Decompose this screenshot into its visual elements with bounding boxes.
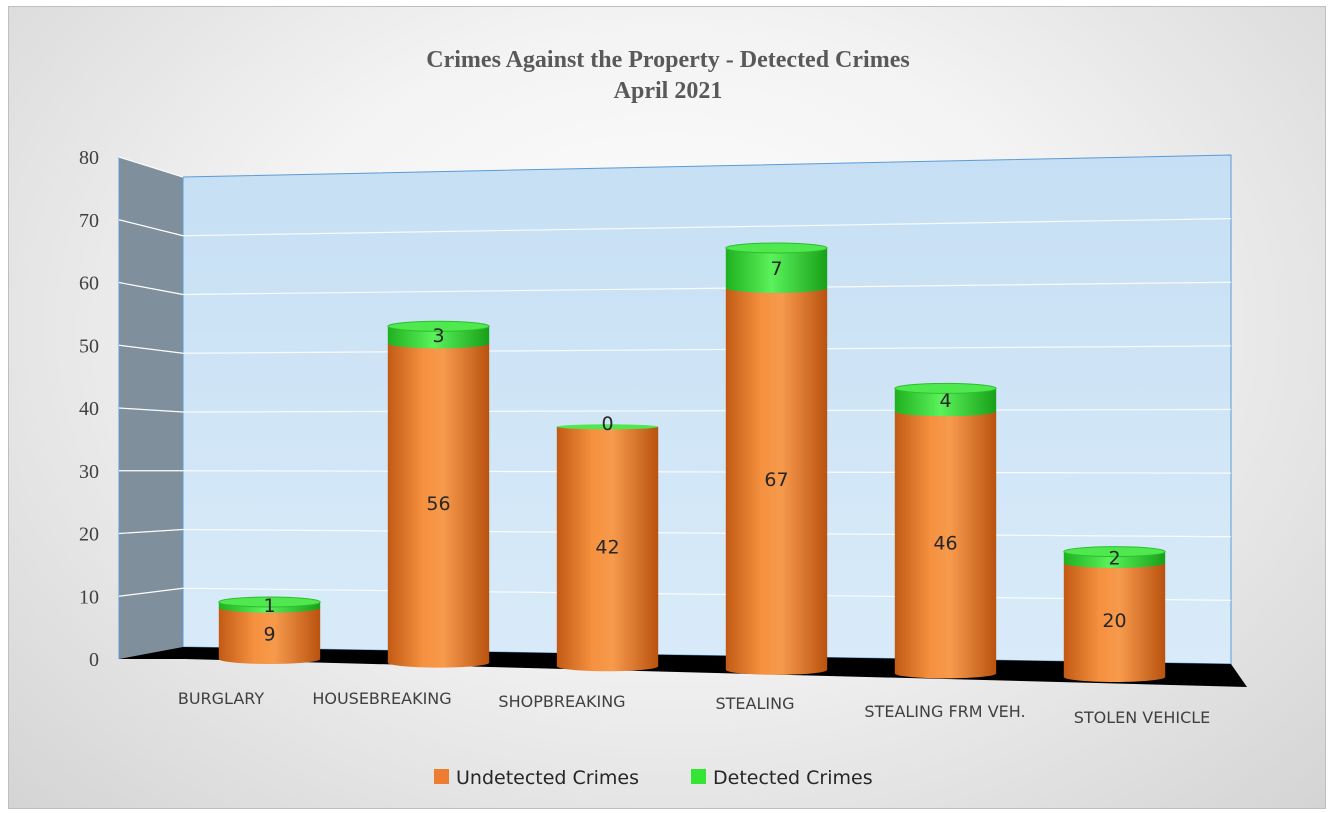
bar-detected-top <box>725 242 828 254</box>
x-tick-label: STEALING FRM VEH. <box>864 702 1025 721</box>
y-tick-label: 80 <box>79 147 99 169</box>
y-tick-label: 50 <box>79 335 99 357</box>
legend-label-detected: Detected Crimes <box>713 767 873 789</box>
data-label-detected: 0 <box>601 413 613 435</box>
data-label-detected: 1 <box>263 595 275 617</box>
x-tick-label: HOUSEBREAKING <box>312 689 451 708</box>
y-tick-label: 0 <box>89 649 99 671</box>
bar-undetected <box>218 607 321 665</box>
bar-detected <box>387 326 490 349</box>
y-tick-label: 10 <box>79 586 99 608</box>
x-tick-label: STOLEN VEHICLE <box>1074 708 1211 727</box>
data-label-detected: 2 <box>1108 547 1120 569</box>
bar-undetected <box>1063 563 1166 682</box>
data-label-detected: 7 <box>770 258 782 280</box>
gridline-side <box>118 281 184 296</box>
bar-detected <box>725 248 828 293</box>
x-tick-label: SHOPBREAKING <box>498 692 625 711</box>
gridline-side <box>118 219 184 237</box>
x-tick-label: BURGLARY <box>178 689 265 708</box>
bar-detected-top <box>387 320 490 332</box>
y-tick-label: 30 <box>79 461 99 483</box>
bar-undetected <box>894 411 997 679</box>
legend-label-undetected: Undetected Crimes <box>456 767 639 789</box>
x-axis: BURGLARY HOUSEBREAKING SHOPBREAKING STEALIN… <box>178 689 1210 727</box>
gridline <box>182 587 1232 601</box>
y-tick-label: 20 <box>79 524 99 546</box>
gridline <box>182 345 1232 354</box>
chart-subtitle: April 2021 <box>614 78 723 104</box>
chart-svg: Crimes Against the Property - Detected C… <box>79 47 1247 789</box>
bar-detected-top <box>1063 546 1166 558</box>
bar-detected-top <box>218 596 321 608</box>
bar-detected-top <box>556 424 659 430</box>
gridline-side <box>118 344 184 354</box>
data-label-undetected: 42 <box>595 537 619 559</box>
data-label-detected: 3 <box>432 325 444 347</box>
bar-detected-top <box>894 382 997 394</box>
data-label-undetected: 67 <box>764 469 788 491</box>
data-label-undetected: 20 <box>1102 610 1126 632</box>
legend-swatch-undetected <box>434 769 449 784</box>
bar-detected <box>894 388 997 417</box>
gridline <box>182 281 1232 296</box>
legend: Undetected Crimes Detected Crimes <box>434 767 873 789</box>
data-label-undetected: 56 <box>426 493 450 515</box>
bar-undetected <box>725 287 828 675</box>
bar-undetected <box>387 343 490 668</box>
data-label-detected: 4 <box>939 390 951 412</box>
chart-title: Crimes Against the Property - Detected C… <box>426 47 909 73</box>
gridline-side <box>118 407 184 413</box>
legend-swatch-detected <box>691 769 706 784</box>
gridline-side <box>118 528 184 535</box>
gridline-side <box>118 156 184 178</box>
gridline <box>182 470 1232 474</box>
x-tick-label: STEALING <box>716 694 795 713</box>
gridline <box>182 528 1232 538</box>
gridlines <box>118 156 1232 601</box>
gridline <box>182 408 1232 413</box>
gridline <box>182 218 1232 237</box>
y-tick-label: 60 <box>79 273 99 295</box>
gridline-side <box>118 587 184 597</box>
side-wall <box>119 157 183 659</box>
bar-undetected <box>556 426 659 672</box>
y-tick-label: 40 <box>79 398 99 420</box>
y-tick-label: 70 <box>79 210 99 232</box>
chart-area: Crimes Against the Property - Detected C… <box>8 6 1326 809</box>
data-label-undetected: 9 <box>263 623 275 645</box>
data-label-undetected: 46 <box>933 532 957 554</box>
y-axis: 0 10 20 30 40 50 60 70 80 <box>79 147 99 671</box>
